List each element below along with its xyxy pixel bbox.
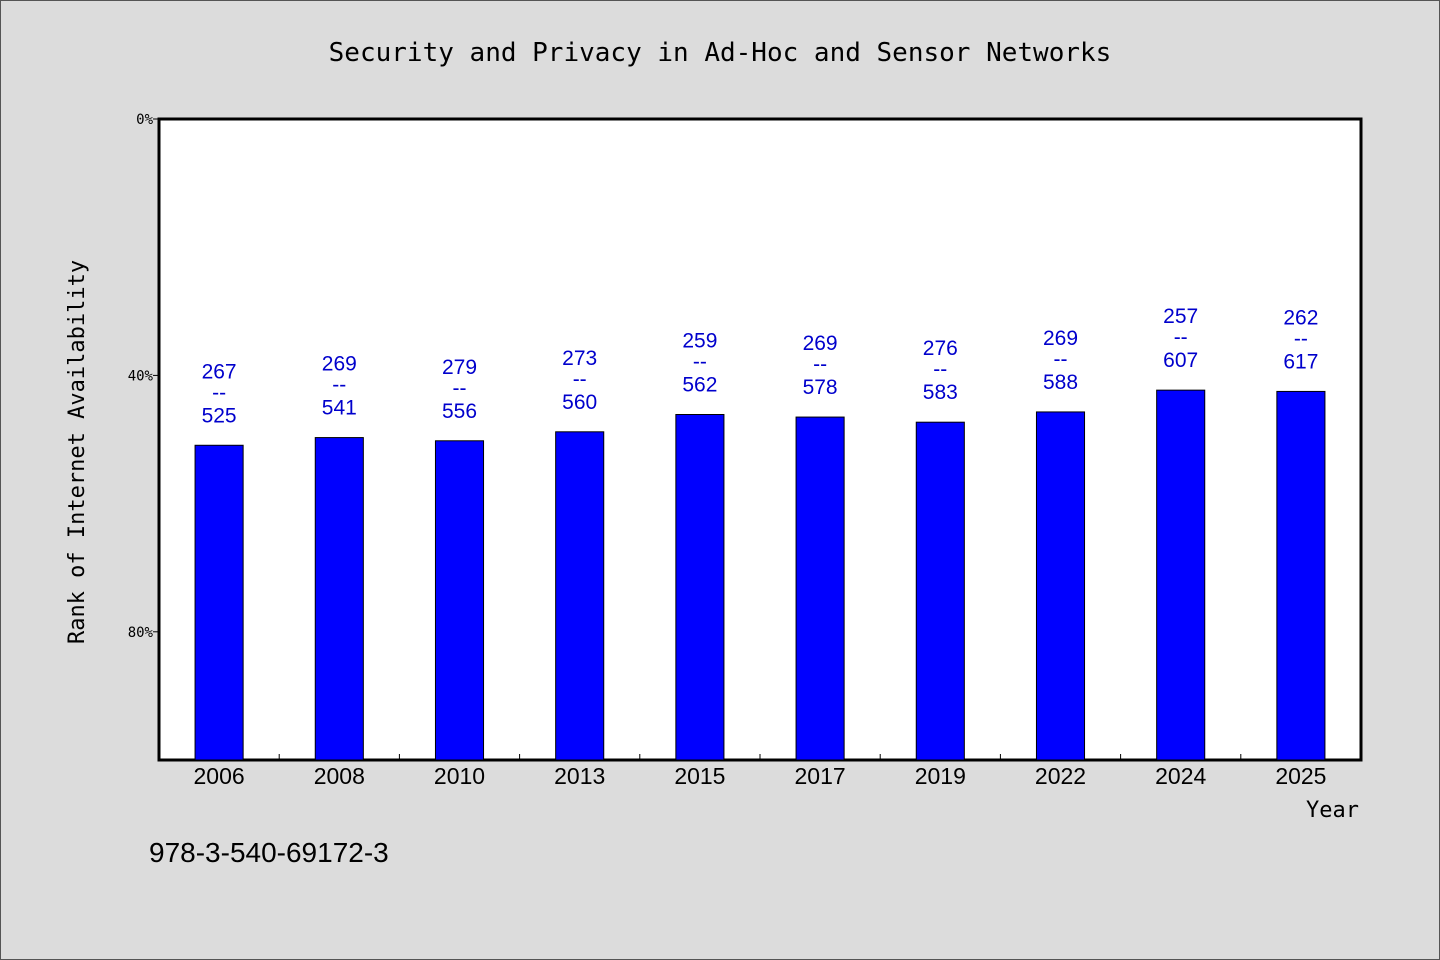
x-tick-label: 2006 — [194, 763, 245, 789]
x-tick-label: 2010 — [434, 763, 485, 789]
data-label-sep: -- — [212, 381, 226, 404]
data-label-bottom: 560 — [562, 391, 597, 414]
data-label-sep: -- — [693, 351, 707, 374]
bar-2015 — [675, 414, 725, 761]
data-label-sep: -- — [1174, 326, 1188, 349]
data-label-sep: -- — [813, 353, 827, 376]
data-label-sep: -- — [933, 358, 947, 381]
data-label-sep: -- — [1294, 327, 1308, 350]
data-label-top: 276 — [923, 337, 958, 360]
data-label-top: 273 — [562, 347, 597, 370]
data-label-sep: -- — [573, 368, 587, 391]
bar-2010 — [434, 440, 485, 761]
x-tick-label: 2019 — [915, 763, 966, 789]
x-tick-label: 2024 — [1155, 763, 1206, 789]
x-tick-label: 2013 — [554, 763, 605, 789]
bar-2022 — [1035, 411, 1086, 761]
data-label-top: 269 — [1043, 327, 1078, 350]
x-tick-label: 2015 — [674, 763, 725, 789]
bar-2017 — [795, 416, 845, 761]
bar-2008 — [314, 437, 364, 761]
y-axis-title: Rank of Internet Availability — [65, 260, 90, 644]
data-labels-group: 267--525269--541279--556273--560259--562… — [202, 305, 1319, 427]
data-label-bottom: 525 — [202, 404, 237, 427]
data-label-sep: -- — [453, 377, 467, 400]
bar-2006 — [194, 444, 244, 761]
y-tick-label: 0% — [136, 112, 153, 128]
bars-group — [194, 389, 1326, 761]
data-label-top: 269 — [803, 332, 838, 355]
x-tick-label: 2008 — [314, 763, 365, 789]
data-label-bottom: 588 — [1043, 371, 1078, 394]
data-label-top: 267 — [202, 360, 237, 383]
data-label-bottom: 556 — [442, 400, 477, 423]
isbn-label: 978-3-540-69172-3 — [149, 837, 389, 868]
x-axis: 2006 2008 2010 2013 2015 2017 2019 2022 2024 2025 — [194, 754, 1326, 789]
data-label-top: 269 — [322, 353, 357, 376]
y-axis: 0% 40% 80% — [128, 112, 159, 641]
bar-2025 — [1276, 390, 1326, 761]
bar-2019 — [915, 421, 965, 761]
data-label-sep: -- — [332, 374, 346, 397]
data-label-sep: -- — [1054, 348, 1068, 371]
data-label-bottom: 541 — [322, 397, 357, 420]
y-tick-label: 80% — [128, 625, 154, 641]
data-label-top: 262 — [1283, 306, 1318, 329]
data-label-top: 257 — [1163, 305, 1198, 328]
x-tick-label: 2025 — [1275, 763, 1326, 789]
y-tick-label: 40% — [128, 368, 154, 384]
x-tick-label: 2017 — [795, 763, 846, 789]
data-label-bottom: 562 — [682, 374, 717, 397]
data-label-top: 259 — [682, 330, 717, 353]
data-label-bottom: 578 — [803, 376, 838, 399]
data-label-top: 279 — [442, 356, 477, 379]
chart-title: Security and Privacy in Ad-Hoc and Senso… — [329, 38, 1112, 68]
data-label-bottom: 617 — [1283, 350, 1318, 373]
x-axis-title: Year — [1306, 798, 1359, 823]
x-tick-label: 2022 — [1035, 763, 1086, 789]
data-label-bottom: 583 — [923, 381, 958, 404]
data-label-bottom: 607 — [1163, 349, 1198, 372]
bar-2024 — [1156, 389, 1206, 761]
bar-2013 — [555, 431, 605, 761]
